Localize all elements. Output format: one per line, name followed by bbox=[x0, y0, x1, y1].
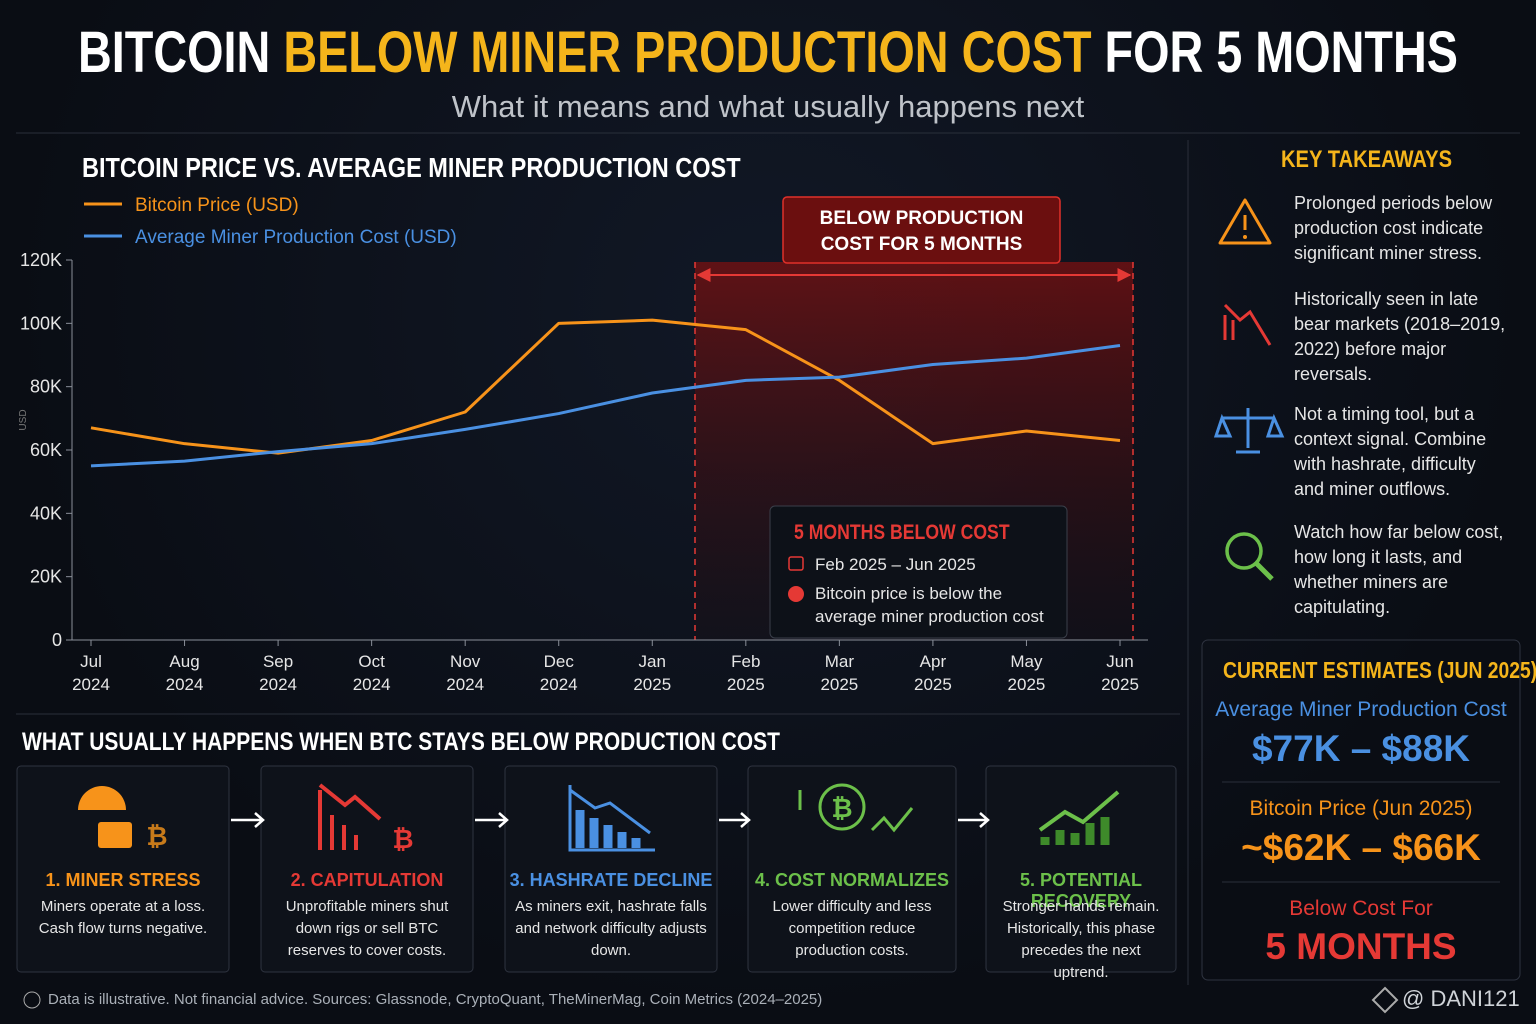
warning-icon bbox=[1218, 198, 1272, 245]
cost-icon bbox=[798, 790, 914, 833]
banner: BELOW PRODUCTION COST FOR 5 MONTHS bbox=[783, 206, 1060, 258]
title: BITCOIN BELOW MINER PRODUCTION COST FOR … bbox=[78, 20, 1458, 85]
banner-box bbox=[782, 196, 1061, 264]
x-tick-label: Nov 2024 bbox=[446, 652, 485, 694]
x-tick-label: Aug 2024 bbox=[165, 652, 204, 694]
x-tick-label: Oct 2024 bbox=[352, 652, 391, 694]
step-box bbox=[260, 765, 474, 973]
y-tick-label: 40K bbox=[30, 503, 62, 523]
step-title: 2. CAPITULATION bbox=[290, 870, 444, 890]
step-arrow bbox=[231, 812, 990, 828]
recovery-icon bbox=[1038, 790, 1120, 832]
estimate-label: Below Cost For bbox=[1289, 897, 1433, 920]
step-title: 5. POTENTIAL RECOVERY bbox=[1019, 870, 1142, 911]
x-tick-label: May 2025 bbox=[1007, 652, 1046, 694]
y-tick-label: 60K bbox=[30, 440, 62, 460]
banner-text: BELOW PRODUCTION COST FOR 5 MONTHS bbox=[819, 208, 1024, 255]
step-title: 4. COST NORMALIZES bbox=[754, 870, 949, 890]
calendar-icon bbox=[788, 556, 804, 571]
decline-icon bbox=[1223, 315, 1235, 340]
step-boxes: ₿ ₿ ₿ bbox=[16, 765, 1399, 1014]
takeaways-title: KEY TAKEAWAYS bbox=[1281, 146, 1453, 173]
x-tick-label: Sep 2024 bbox=[259, 652, 297, 694]
takeaway: Historically seen in late bear markets (… bbox=[1294, 289, 1506, 384]
takeaway: Prolonged periods below production cost … bbox=[1294, 193, 1493, 263]
btc-symbol: ₿ bbox=[392, 824, 413, 854]
callout-period: Feb 2025 – Jun 2025 bbox=[815, 555, 976, 574]
title-highlight: BELOW MINER PRODUCTION COST bbox=[283, 20, 1091, 85]
estimate-value: ~$62K – $66K bbox=[1241, 827, 1481, 868]
y-tick-label: 100K bbox=[20, 313, 62, 333]
estimates-title: CURRENT ESTIMATES (JUN 2025) bbox=[1223, 657, 1536, 683]
btc-symbol: ₿ bbox=[146, 821, 167, 851]
decline-icon bbox=[1223, 303, 1272, 346]
step-text: Miners operate at a loss. Cash flow turn… bbox=[38, 898, 208, 937]
step-title: 3. HASHRATE DECLINE bbox=[509, 870, 713, 890]
step-title: 1. MINER STRESS bbox=[45, 870, 201, 890]
step-text: Lower difficulty and less competition re… bbox=[772, 898, 932, 959]
miner-icon bbox=[78, 786, 126, 810]
step-text: Unprofitable miners shut down rigs or se… bbox=[285, 898, 449, 959]
estimate-label: Average Miner Production Cost bbox=[1215, 698, 1507, 721]
step-text: As miners exit, hashrate falls and netwo… bbox=[515, 898, 707, 959]
y-axis-label: USD bbox=[18, 409, 29, 430]
btc-symbol: ₿ bbox=[831, 793, 852, 823]
chart-title: BITCOIN PRICE VS. AVERAGE MINER PRODUCTI… bbox=[82, 152, 741, 183]
legend-label: Average Miner Production Cost (USD) bbox=[135, 227, 457, 248]
x-tick-label: Dec 2024 bbox=[539, 652, 578, 694]
takeaway: Not a timing tool, but a context signal.… bbox=[1294, 404, 1487, 499]
title-part: FOR 5 MONTHS bbox=[1105, 20, 1458, 85]
takeaway: Watch how far below cost, how long it la… bbox=[1294, 522, 1504, 617]
y-tick-label: 80K bbox=[30, 377, 62, 397]
series-line bbox=[90, 318, 1121, 455]
x-tick-label: Jan 2025 bbox=[633, 652, 672, 694]
callout-box bbox=[769, 505, 1068, 639]
callout-note: Bitcoin price is below the average miner… bbox=[815, 584, 1044, 626]
y-tick-label: 20K bbox=[30, 567, 62, 587]
logo-icon bbox=[1371, 986, 1399, 1014]
hashrate-icon bbox=[575, 810, 641, 848]
handle: @ DANI121 bbox=[1402, 986, 1520, 1011]
y-tick-label: 0 bbox=[52, 630, 62, 650]
x-tick-label: Apr 2025 bbox=[913, 652, 952, 694]
info-icon bbox=[23, 991, 41, 1009]
x-tick-label: Mar 2025 bbox=[820, 652, 859, 694]
hashrate-icon bbox=[568, 785, 655, 852]
step-text: Stronger hands remain. Historically, thi… bbox=[1002, 898, 1160, 981]
series-line bbox=[90, 344, 1121, 468]
steps-title: WHAT USUALLY HAPPENS WHEN BTC STAYS BELO… bbox=[22, 728, 780, 756]
x-tick-label: Feb 2025 bbox=[726, 652, 765, 694]
estimate-label: Bitcoin Price (Jun 2025) bbox=[1249, 797, 1473, 820]
search-icon bbox=[1254, 561, 1274, 581]
search-icon bbox=[1225, 532, 1263, 570]
estimates-box bbox=[1201, 639, 1521, 981]
estimate-value: 5 MONTHS bbox=[1265, 926, 1457, 967]
x-tick-label: Jul 2024 bbox=[72, 652, 110, 694]
y-tick-label: 120K bbox=[20, 250, 62, 270]
cost-icon bbox=[818, 783, 866, 831]
scale-icon bbox=[1213, 408, 1285, 454]
footer-note: Data is illustrative. Not financial advi… bbox=[48, 991, 823, 1008]
warning-icon bbox=[1243, 235, 1247, 239]
callout-title: 5 MONTHS BELOW COST bbox=[794, 521, 1010, 544]
bitcoin-icon bbox=[788, 586, 804, 602]
legend-label: Bitcoin Price (USD) bbox=[135, 195, 299, 216]
x-tick-label: Jun 2025 bbox=[1101, 652, 1139, 694]
miner-icon bbox=[98, 822, 132, 848]
step-box bbox=[985, 765, 1177, 973]
step-box bbox=[16, 765, 230, 973]
step-box bbox=[504, 765, 718, 973]
recovery-icon bbox=[1040, 817, 1110, 845]
title-part: BITCOIN bbox=[78, 20, 270, 85]
capitulation-icon bbox=[318, 783, 382, 850]
estimate-value: $77K – $88K bbox=[1251, 728, 1471, 769]
subtitle: What it means and what usually happens n… bbox=[452, 89, 1085, 124]
